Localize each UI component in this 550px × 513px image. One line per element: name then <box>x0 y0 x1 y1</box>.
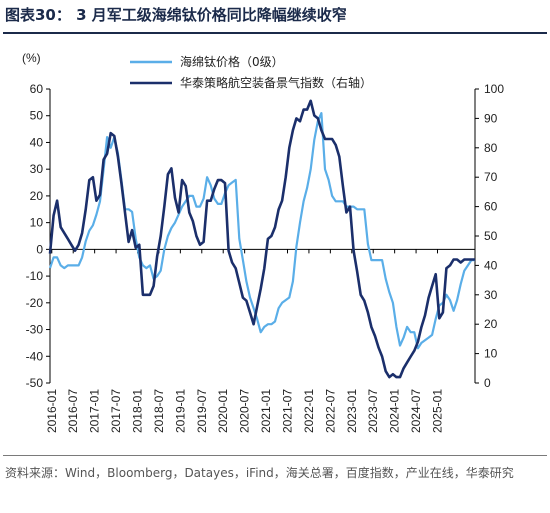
axes: (%)6050403020100-10-20-30-40-50100908070… <box>22 51 504 433</box>
title-rule <box>3 32 547 34</box>
x-tick-label: 2020-07 <box>238 389 252 433</box>
y-right-tick-label: 60 <box>484 200 498 214</box>
y-right-tick-label: 40 <box>484 258 498 272</box>
y-right-tick-label: 90 <box>484 111 498 125</box>
legend-label-sponge-titanium: 海绵钛价格（0级） <box>180 54 284 69</box>
y-left-tick-label: -30 <box>26 323 44 337</box>
y-right-tick-label: 30 <box>484 288 498 302</box>
x-tick-label: 2022-01 <box>302 389 316 433</box>
y-right-tick-label: 50 <box>484 229 498 243</box>
x-tick-label: 2018-07 <box>152 389 166 433</box>
legend-label-aviation-index: 华泰策略航空装备景气指数（右轴） <box>180 75 372 90</box>
series-layer <box>48 99 475 379</box>
y-left-tick-label: -20 <box>26 296 44 310</box>
y-right-tick-label: 70 <box>484 170 498 184</box>
series-line-sponge-titanium <box>48 112 475 350</box>
x-tick-label: 2024-01 <box>388 389 402 433</box>
chart-title: 图表30： 3 月军工级海绵钛价格同比降幅继续收窄 <box>5 6 347 24</box>
y-left-tick-label: -40 <box>26 349 44 363</box>
y-left-tick-label: 10 <box>30 216 44 230</box>
y-right-tick-label: 80 <box>484 141 498 155</box>
y-left-tick-label: 20 <box>30 189 44 203</box>
x-tick-label: 2023-07 <box>366 389 380 433</box>
series-line-aviation-index <box>48 99 475 379</box>
y-left-tick-label: 50 <box>30 109 44 123</box>
x-tick-label: 2017-07 <box>109 389 123 433</box>
x-tick-label: 2025-01 <box>431 389 445 433</box>
y-left-unit-label: (%) <box>22 51 41 65</box>
y-right-tick-label: 100 <box>484 82 504 96</box>
x-tick-label: 2016-07 <box>66 389 80 433</box>
x-tick-label: 2024-07 <box>409 389 423 433</box>
x-tick-label: 2023-01 <box>345 389 359 433</box>
x-tick-label: 2018-01 <box>131 389 145 433</box>
legend: 海绵钛价格（0级） 华泰策略航空装备景气指数（右轴） <box>130 54 372 90</box>
x-tick-label: 2016-01 <box>45 389 59 433</box>
y-left-tick-label: 40 <box>30 135 44 149</box>
source-note: 资料来源：Wind，Bloomberg，Datayes，iFind，海关总署，百… <box>5 466 514 480</box>
x-tick-label: 2019-07 <box>195 389 209 433</box>
y-right-tick-label: 10 <box>484 347 498 361</box>
y-left-tick-label: -10 <box>26 269 44 283</box>
x-tick-label: 2021-01 <box>259 389 273 433</box>
footer-rule <box>3 455 547 456</box>
y-right-tick-label: 20 <box>484 317 498 331</box>
y-left-tick-label: -50 <box>26 376 44 390</box>
y-right-tick-label: 0 <box>484 376 491 390</box>
x-tick-label: 2020-01 <box>216 389 230 433</box>
x-tick-label: 2017-01 <box>88 389 102 433</box>
y-left-tick-label: 60 <box>30 82 44 96</box>
chart-svg: (%)6050403020100-10-20-30-40-50100908070… <box>22 51 504 433</box>
x-tick-label: 2022-07 <box>323 389 337 433</box>
x-tick-label: 2021-07 <box>281 389 295 433</box>
y-left-tick-label: 30 <box>30 162 44 176</box>
x-tick-label: 2019-01 <box>173 389 187 433</box>
y-left-tick-label: 0 <box>36 242 43 256</box>
